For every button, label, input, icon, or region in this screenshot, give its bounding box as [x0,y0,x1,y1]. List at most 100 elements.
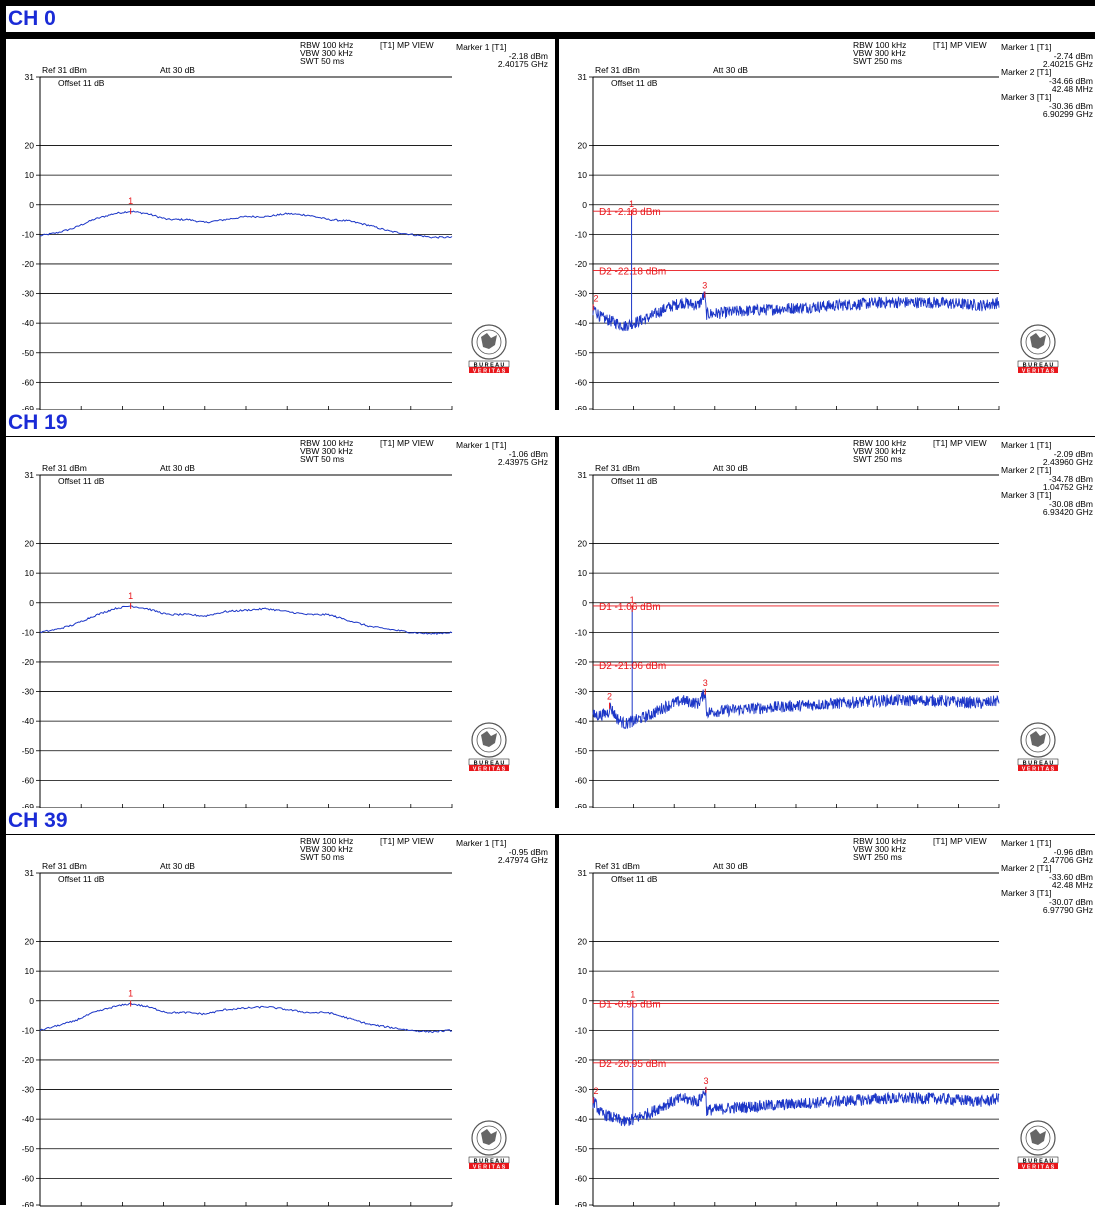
logo-band-top-text: B U R E A U [1023,363,1054,369]
y-tick-label: -50 [575,1144,588,1154]
logo-band-top-text: B U R E A U [474,1159,505,1165]
y-tick-label: -40 [575,716,588,726]
offset: Offset 11 dB [611,476,658,486]
marker-info-freq: 42.48 MHz [1052,84,1093,94]
y-tick-label: -30 [22,289,35,299]
y-tick-label: 31 [578,868,588,878]
y-tick-label: -30 [575,1085,588,1095]
setting-rbw: RBW 100 kHz [853,836,906,846]
marker-info-label: Marker 3 [T1] [1001,490,1052,500]
marker-info-label: Marker 1 [T1] [1001,838,1052,848]
marker-1-label: 1 [630,595,635,605]
ref-level: Ref 31 dBm [42,65,87,75]
offset: Offset 11 dB [611,78,658,88]
channel-label: CH 39 [6,808,1095,834]
attenuation: Att 30 dB [713,861,748,871]
y-tick-label: -60 [575,1173,588,1183]
d1-label: D1 -0.95 dBm [599,1000,661,1011]
y-tick-label: -20 [575,259,588,269]
marker-2-label: 2 [593,1086,598,1096]
logo-band-bottom [469,765,509,771]
y-tick-label: 0 [29,200,34,210]
sweep-spectrum-panel: RBW 100 kHz VBW 300 kHz SWT 250 ms [T1] MP … [559,835,1095,1207]
attenuation: Att 30 dB [713,463,748,473]
y-tick-label: 31 [25,72,35,82]
logo-band-bottom-text: V E R I T A S [473,766,506,772]
d2-label: D2 -20.95 dBm [599,1059,666,1070]
marker-info-level: -33.60 dBm [1049,872,1093,882]
y-tick-label: 10 [578,170,588,180]
y-tick-label: -60 [22,377,35,387]
setting-rbw: RBW 100 kHz [853,40,906,50]
y-tick-label: 0 [582,996,587,1006]
marker-info-level: -0.96 dBm [1054,847,1093,857]
marker-info-label: Marker 1 [T1] [1001,42,1052,52]
logo-band-top-text: B U R E A U [1023,1159,1054,1165]
y-tick-label: -50 [22,746,35,756]
setting-vbw: VBW 300 kHz [300,844,353,854]
marker-1-label: 1 [128,591,133,601]
y-tick-label: -10 [575,1025,588,1035]
marker-1-label: 1 [629,199,634,209]
y-tick-label: -20 [22,1055,35,1065]
sweep-spectrum-panel: RBW 100 kHz VBW 300 kHz SWT 250 ms [T1] MP … [559,39,1095,411]
marker-info-freq: 2.40215 GHz [1043,59,1093,69]
marker-info-level: -30.08 dBm [1049,499,1093,509]
y-tick-label: -20 [575,657,588,667]
bureau-veritas-logo: B U R E A UV E R I T A S [468,722,510,772]
bureau-veritas-logo: B U R E A UV E R I T A S [468,1120,510,1170]
bureau-veritas-logo: B U R E A UV E R I T A S [1017,324,1059,374]
y-tick-label: 20 [578,937,588,947]
setting-vbw: VBW 300 kHz [853,48,906,58]
bureau-veritas-logo: B U R E A UV E R I T A S [1017,722,1059,772]
d1-label: D1 -2.18 dBm [599,207,661,218]
offset: Offset 11 dB [58,78,105,88]
offset: Offset 11 dB [58,874,105,884]
y-tick-label: 31 [25,868,35,878]
attenuation: Att 30 dB [160,65,195,75]
zoom-spectrum-panel: RBW 100 kHz VBW 300 kHz SWT 50 ms [T1] MP V… [6,835,555,1207]
y-tick-label: 0 [582,598,587,608]
y-tick-label: -69 [22,1200,35,1207]
y-tick-label: 20 [25,539,35,549]
y-tick-label: -50 [575,746,588,756]
setting-rbw: RBW 100 kHz [300,836,353,846]
offset: Offset 11 dB [611,874,658,884]
y-tick-label: 20 [25,141,35,151]
logo-seal-emblem [1030,731,1046,747]
logo-band-bottom [469,367,509,373]
logo-band-bottom [1018,765,1058,771]
y-tick-label: -30 [575,687,588,697]
logo-seal-emblem [481,1129,497,1145]
y-tick-label: -40 [22,1114,35,1124]
marker-info-level: -0.95 dBm [509,847,548,857]
trace-line [592,1086,1000,1127]
logo-seal-emblem [1030,1129,1046,1145]
marker-info-freq: 6.97790 GHz [1043,905,1093,915]
marker-info-label: Marker 2 [T1] [1001,863,1052,873]
logo-band-bottom-text: V E R I T A S [473,1164,506,1170]
marker-info-freq: 2.43960 GHz [1043,457,1093,467]
marker-info-freq: 6.90299 GHz [1043,109,1093,119]
y-tick-label: -10 [22,1025,35,1035]
marker-info-level: -30.36 dBm [1049,101,1093,111]
y-tick-label: 20 [578,141,588,151]
setting-rbw: RBW 100 kHz [300,438,353,448]
trace-mode: [T1] MP VIEW [380,438,434,448]
y-tick-label: -30 [22,1085,35,1095]
bureau-veritas-logo: B U R E A UV E R I T A S [1017,1120,1059,1170]
marker-info-label: Marker 2 [T1] [1001,465,1052,475]
trace-line [592,689,1000,730]
d2-label: D2 -21.06 dBm [599,661,666,672]
marker-info-freq: 2.40175 GHz [498,59,548,69]
setting-vbw: VBW 300 kHz [300,48,353,58]
y-tick-label: -60 [22,1173,35,1183]
logo-band-bottom [1018,1163,1058,1169]
setting-swt: SWT 50 ms [300,56,344,66]
logo-band-bottom [1018,367,1058,373]
y-tick-label: 10 [25,170,35,180]
